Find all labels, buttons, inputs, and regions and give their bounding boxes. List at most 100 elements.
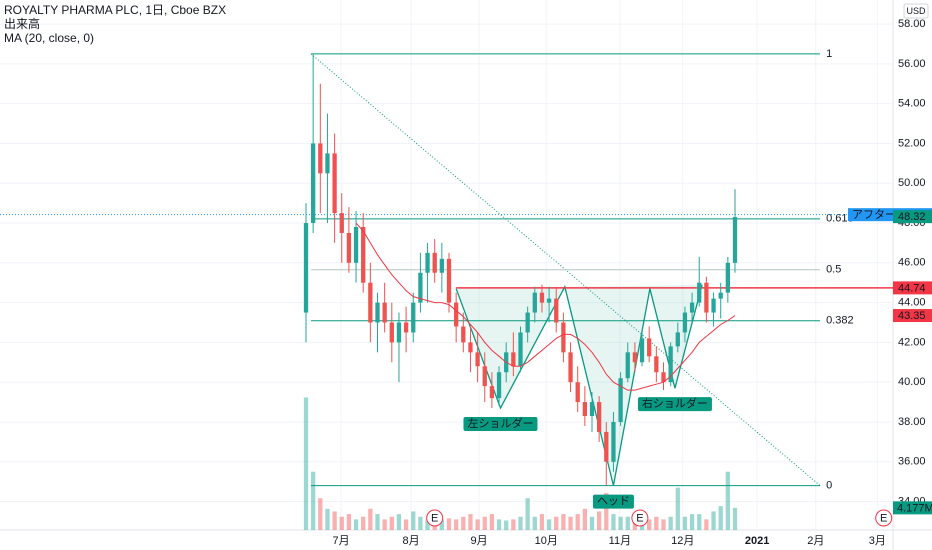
candle-body [475,352,480,367]
y-tick-label: 52.00 [898,137,926,149]
price-tag-label: 48.32 [898,211,926,223]
candle-body [597,402,602,432]
x-tick-label: 9月 [470,535,487,547]
after-hours-label: アフター [852,208,896,221]
y-tick-label: 36.00 [898,456,926,468]
candle-body [561,322,566,353]
candle-body [375,302,380,323]
y-tick-label: 46.00 [898,257,926,269]
candle-body [682,312,688,333]
fib-label: 0 [826,480,832,492]
pattern-area [456,284,703,486]
candle-body [554,298,559,323]
volume-bar [618,516,623,530]
volume-bar [425,519,430,530]
volume-bar [353,519,359,530]
price-tag [893,309,932,323]
candle-body [625,352,630,379]
volume-bar [482,516,487,530]
x-tick-label: 10月 [535,535,558,547]
volume-bar [446,518,452,530]
candle-body [689,302,695,313]
candle-body [611,421,616,462]
pattern-label-text: ヘッド [597,496,630,508]
candle-body [654,356,659,373]
pattern-label-box [592,494,634,509]
pattern-label-box [637,397,712,412]
candle-body [518,332,523,367]
volume-bar [597,511,602,530]
price-tag-label: 43.35 [898,310,926,322]
candle-body [718,292,723,299]
volume-bar [396,514,402,530]
candle-body [403,322,409,333]
price-tag [893,281,932,295]
volume-bar [532,516,537,530]
candle-body [697,282,702,303]
pattern-label-text: 左ショルダー [467,416,533,430]
volume-bar [368,508,373,530]
ma-line [355,222,736,391]
price-tag [893,210,932,224]
volume-legend: 出来高 [4,16,40,31]
volume-bar [654,516,659,530]
volume-bar [389,516,394,530]
volume-bar [675,487,680,530]
volume-bar [568,516,573,530]
candle-body [418,272,423,303]
volume-bar [589,516,595,530]
fib-label: 1 [826,48,832,60]
fib-label: 0.618 [826,213,854,225]
y-tick-label: 44.00 [898,297,926,309]
candle-body [546,298,552,303]
x-tick-label: 2021 [745,535,769,547]
candle-body [339,213,344,233]
volume-bar [504,520,509,530]
volume-bar [411,511,416,530]
candle-body [582,402,587,417]
y-tick-label: 42.00 [898,336,926,348]
volume-bar [689,514,695,530]
ma-legend: MA (20, close, 0) [4,31,94,45]
candle-body [568,352,573,383]
candle-body [446,258,452,303]
candle-body [396,322,402,343]
event-marker [426,509,444,527]
event-marker [631,509,649,527]
volume-bar [611,514,616,530]
volume-bar [346,514,352,530]
event-label: E [636,512,643,524]
volume-bar [375,514,380,530]
volume-bar [489,514,495,530]
volume-bar [361,516,366,530]
event-marker [875,509,893,527]
volume-bar [496,519,502,530]
currency-box[interactable] [903,3,929,19]
volume-bar [711,511,716,530]
candle-body [425,252,430,273]
volume-bar [604,492,609,530]
fib-label: 0.5 [826,264,841,276]
candle-body [432,252,437,273]
y-tick-label: 54.00 [898,98,926,110]
volume-bar [554,516,559,530]
candle-body [303,223,309,313]
pattern-label: 左ショルダー [463,416,538,432]
candle-body [647,338,652,357]
volume-bar [625,516,630,530]
candle-body [675,332,680,347]
volume-bar [575,514,580,530]
volume-bar [518,516,523,530]
candle-body [468,342,473,353]
candle-body [525,312,530,333]
candle-body [704,282,709,313]
volume-bar [661,519,666,530]
volume-bar [668,516,673,530]
x-tick-label: 11月 [609,535,631,547]
candle-body [639,338,645,363]
volume-bar [718,506,723,530]
candle-body [382,302,387,323]
volume-tag [893,501,932,515]
pattern-label-box [463,417,538,432]
